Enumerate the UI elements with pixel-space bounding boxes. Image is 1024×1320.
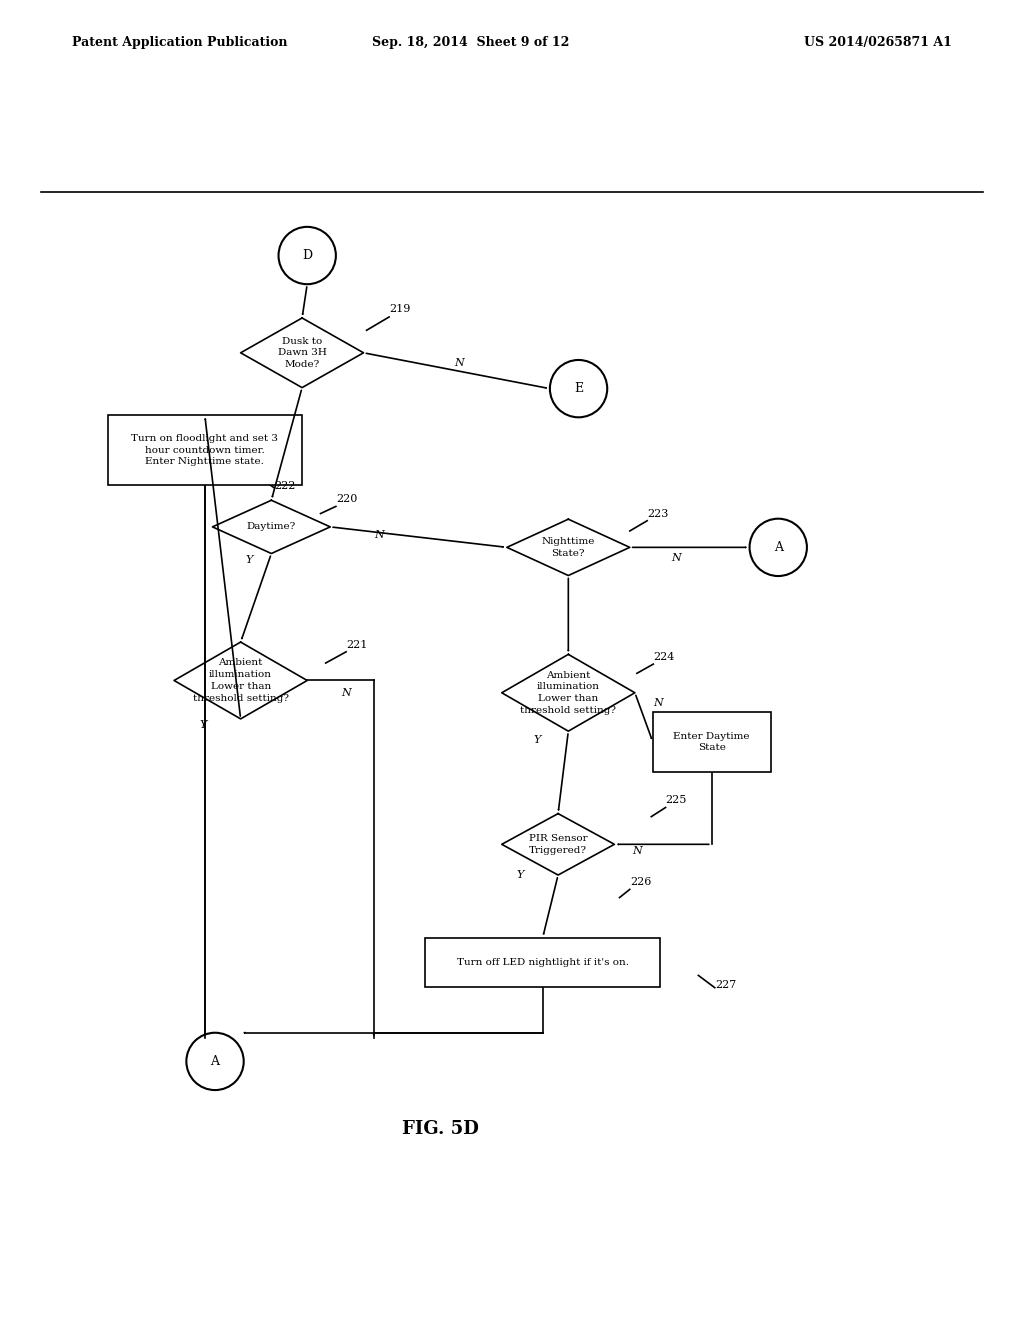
- Text: 225: 225: [666, 796, 687, 805]
- Text: US 2014/0265871 A1: US 2014/0265871 A1: [805, 36, 952, 49]
- Text: Ambient
illumination
Lower than
threshold setting?: Ambient illumination Lower than threshol…: [520, 671, 616, 715]
- Text: 224: 224: [653, 652, 675, 663]
- Text: Ambient
illumination
Lower than
threshold setting?: Ambient illumination Lower than threshol…: [193, 659, 289, 702]
- Text: A: A: [774, 541, 782, 554]
- Text: Enter Daytime
State: Enter Daytime State: [674, 731, 750, 752]
- Text: N: N: [671, 553, 681, 562]
- FancyBboxPatch shape: [108, 416, 302, 484]
- Text: Y: Y: [245, 554, 253, 565]
- Text: 222: 222: [274, 480, 296, 491]
- Text: Patent Application Publication: Patent Application Publication: [72, 36, 287, 49]
- Text: Nighttime
State?: Nighttime State?: [542, 537, 595, 558]
- Text: A: A: [211, 1055, 219, 1068]
- Text: Dusk to
Dawn 3H
Mode?: Dusk to Dawn 3H Mode?: [278, 337, 327, 370]
- Text: N: N: [374, 531, 384, 540]
- Text: N: N: [632, 846, 642, 857]
- Text: FIG. 5D: FIG. 5D: [401, 1119, 479, 1138]
- Text: Daytime?: Daytime?: [247, 523, 296, 532]
- Text: 220: 220: [336, 495, 357, 504]
- Text: N: N: [341, 688, 351, 698]
- Text: E: E: [574, 383, 583, 395]
- Text: 219: 219: [389, 304, 411, 314]
- Text: D: D: [302, 249, 312, 261]
- Text: Y: Y: [199, 719, 207, 730]
- Text: 227: 227: [715, 979, 736, 990]
- Text: 221: 221: [346, 640, 368, 649]
- Text: PIR Sensor
Triggered?: PIR Sensor Triggered?: [528, 834, 588, 855]
- Text: Turn off LED nightlight if it's on.: Turn off LED nightlight if it's on.: [457, 957, 629, 966]
- FancyBboxPatch shape: [425, 937, 660, 986]
- Text: Y: Y: [534, 735, 542, 744]
- Text: N: N: [454, 358, 464, 368]
- Text: 226: 226: [630, 878, 651, 887]
- Text: 223: 223: [647, 508, 669, 519]
- Text: N: N: [653, 698, 664, 708]
- Text: Turn on floodlight and set 3
hour countdown timer.
Enter Nighttime state.: Turn on floodlight and set 3 hour countd…: [131, 434, 279, 466]
- Text: Y: Y: [516, 870, 524, 880]
- FancyBboxPatch shape: [653, 713, 770, 772]
- Text: Sep. 18, 2014  Sheet 9 of 12: Sep. 18, 2014 Sheet 9 of 12: [373, 36, 569, 49]
